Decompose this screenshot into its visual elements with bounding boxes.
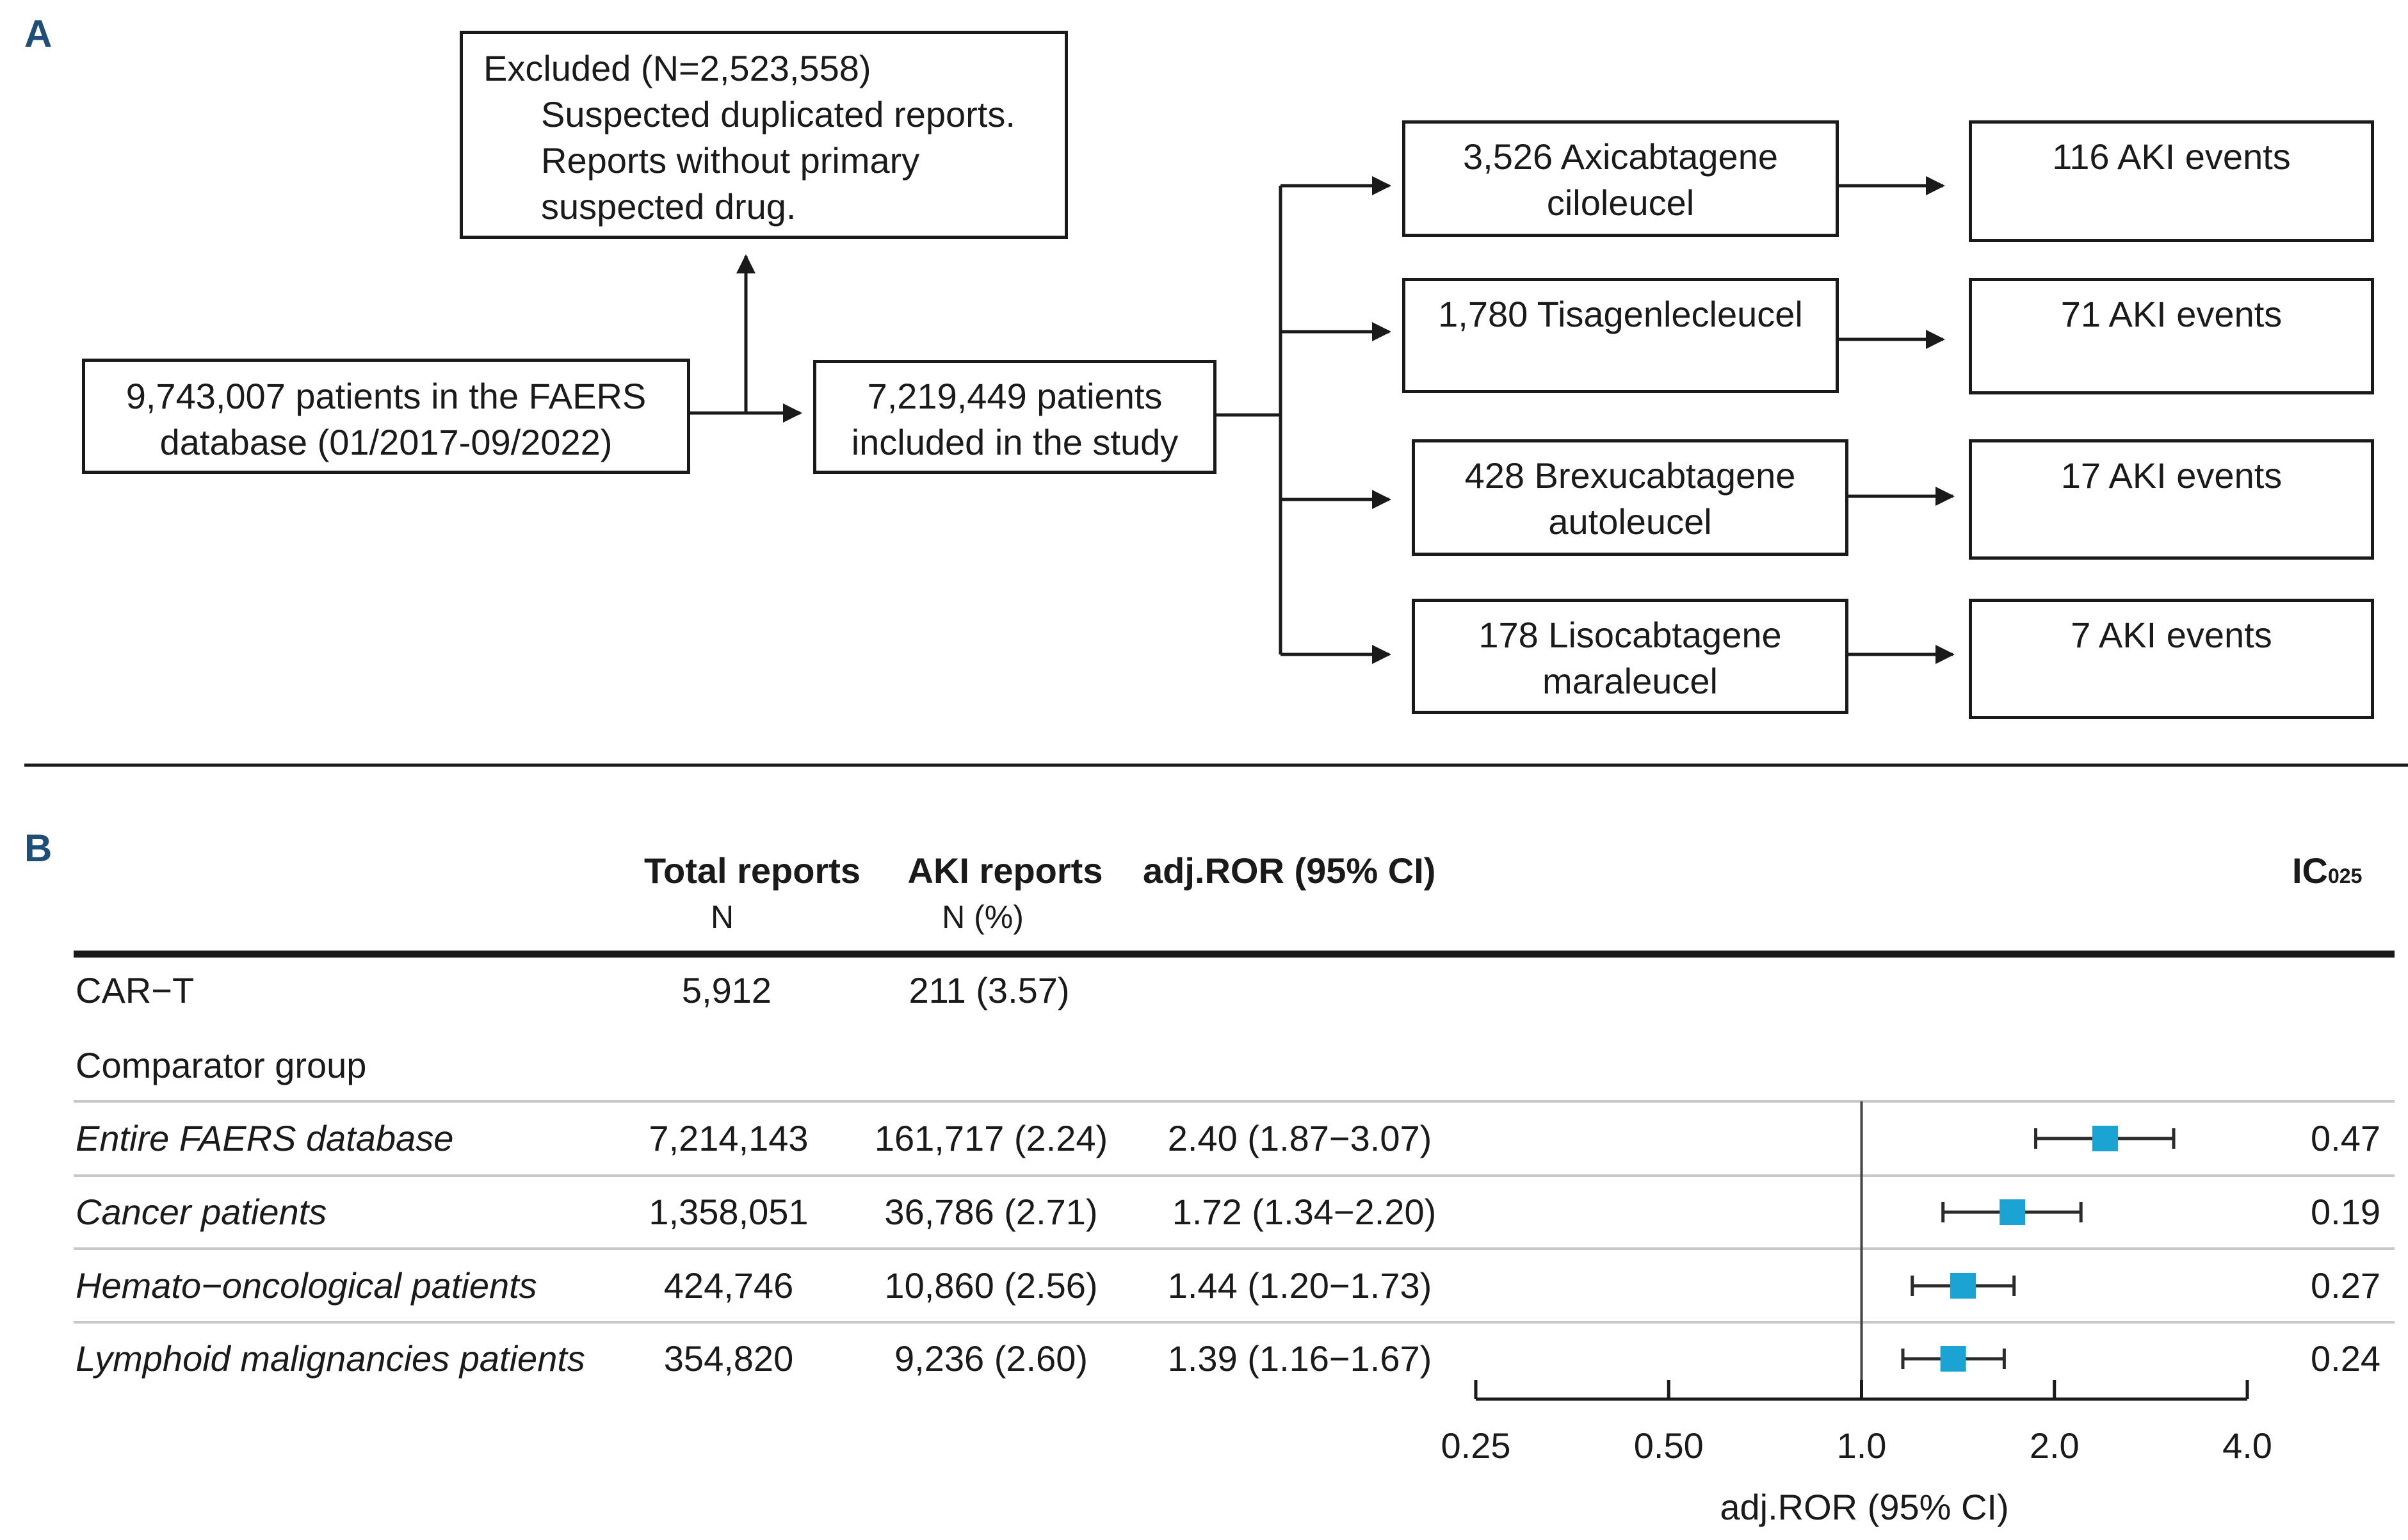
point-estimate-marker <box>2092 1126 2118 1151</box>
drug-box-brexu-cel: 428 Brexucabtagene autoleucel <box>1412 439 1848 556</box>
events-box-axi-cel: 116 AKI events <box>1969 120 2374 242</box>
source-period: database (01/2017-09/2022) <box>159 422 613 462</box>
row-ror-text: 1.72 (1.34−2.20) <box>1172 1192 1437 1232</box>
excluded-box: Excluded (N=2,523,558) Suspected duplica… <box>460 31 1068 239</box>
drug-name-cont: ciloleucel <box>1546 182 1695 223</box>
row-total: 354,820 <box>663 1338 794 1379</box>
row-label: Hemato−oncological patients <box>76 1265 537 1306</box>
events-box-brexu-cel: 17 AKI events <box>1969 439 2374 560</box>
header-aki-sub: N (%) <box>942 899 1024 935</box>
row-ic025: 0.47 <box>2311 1118 2380 1158</box>
x-axis-title: adj.ROR (95% CI) <box>1720 1487 2009 1527</box>
header-ic025: IC025 <box>2292 850 2362 896</box>
header-total-sub: N <box>710 899 734 935</box>
drug-box-axi-cel: 3,526 Axicabtagene ciloleucel <box>1402 120 1839 237</box>
events-box-tisa-cel: 71 AKI events <box>1969 278 2374 394</box>
row-aki: 161,717 (2.24) <box>874 1118 1108 1158</box>
source-box: 9,743,007 patients in the FAERS database… <box>82 359 690 474</box>
drug-count-name: 178 Lisocabtagene <box>1478 615 1782 655</box>
aki-events: 71 AKI events <box>2060 294 2283 334</box>
drug-count-name: 1,780 Tisagenlecleucel <box>1438 294 1803 334</box>
point-estimate-marker <box>1950 1273 1976 1299</box>
row-label: Entire FAERS database <box>76 1118 454 1158</box>
row-label: Cancer patients <box>76 1192 327 1232</box>
drug-name-cont: autoleucel <box>1548 501 1712 542</box>
included-box: 7,219,449 patients included in the study <box>813 360 1216 474</box>
row-ic025: 0.27 <box>2311 1265 2380 1306</box>
row-cart-total: 5,912 <box>681 970 772 1010</box>
excluded-title: Excluded (N=2,523,558) <box>483 48 871 88</box>
row-label: Lymphoid malignancies patients <box>76 1338 585 1379</box>
row-aki: 10,860 (2.56) <box>884 1265 1098 1306</box>
x-tick-label: 0.50 <box>1634 1425 1704 1466</box>
header-ic-main: IC <box>2292 850 2328 891</box>
x-tick-label: 2.0 <box>2030 1425 2080 1466</box>
panel-a-label: A <box>24 12 53 55</box>
drug-box-liso-cel: 178 Lisocabtagene maraleucel <box>1412 599 1848 714</box>
drug-box-tisa-cel: 1,780 Tisagenlecleucel <box>1402 278 1839 393</box>
header-aki-reports: AKI reports <box>907 850 1103 891</box>
included-count: 7,219,449 patients <box>867 376 1163 416</box>
drug-count-name: 3,526 Axicabtagene <box>1463 136 1778 177</box>
header-ic-subscript: 025 <box>2328 864 2363 888</box>
events-box-liso-cel: 7 AKI events <box>1969 599 2374 719</box>
source-count: 9,743,007 patients in the FAERS <box>125 376 647 416</box>
comparator-group-label: Comparator group <box>76 1045 367 1085</box>
excluded-reason-duplicates: Suspected duplicated reports. <box>541 94 1015 134</box>
row-ror-text: 1.39 (1.16−1.67) <box>1167 1338 1432 1379</box>
header-total-reports: Total reports <box>643 850 861 891</box>
header-adj-ror: adj.ROR (95% CI) <box>1143 850 1436 891</box>
row-cart-label: CAR−T <box>76 970 195 1010</box>
row-ic025: 0.24 <box>2311 1338 2380 1379</box>
x-tick-label: 4.0 <box>2222 1425 2272 1466</box>
x-tick-label: 1.0 <box>1837 1425 1887 1466</box>
row-ror-text: 2.40 (1.87−3.07) <box>1167 1118 1432 1158</box>
point-estimate-marker <box>1940 1346 1966 1372</box>
aki-events: 7 AKI events <box>2071 615 2272 655</box>
row-total: 7,214,143 <box>649 1118 809 1158</box>
aki-events: 17 AKI events <box>2060 455 2283 496</box>
forest-plot: 0.25 0.50 1.0 2.0 4.0 <box>1441 1101 2272 1466</box>
drug-count-name: 428 Brexucabtagene <box>1464 455 1796 496</box>
row-ror-text: 1.44 (1.20−1.73) <box>1167 1265 1432 1306</box>
row-total: 424,746 <box>663 1265 794 1306</box>
point-estimate-marker <box>2000 1199 2026 1225</box>
row-cart-aki: 211 (3.57) <box>909 970 1070 1010</box>
included-label: included in the study <box>851 422 1179 462</box>
excluded-reason-no-drug: Reports without primary <box>541 140 920 181</box>
drug-name-cont: maraleucel <box>1542 661 1718 701</box>
aki-events: 116 AKI events <box>2052 136 2291 177</box>
row-ic025: 0.19 <box>2311 1192 2380 1232</box>
row-total: 1,358,051 <box>649 1192 809 1232</box>
x-tick-label: 0.25 <box>1441 1425 1511 1466</box>
panel-b-label: B <box>24 827 53 870</box>
row-aki: 36,786 (2.71) <box>884 1192 1098 1232</box>
row-aki: 9,236 (2.60) <box>894 1338 1088 1379</box>
excluded-reason-no-drug-cont: suspected drug. <box>541 186 796 227</box>
